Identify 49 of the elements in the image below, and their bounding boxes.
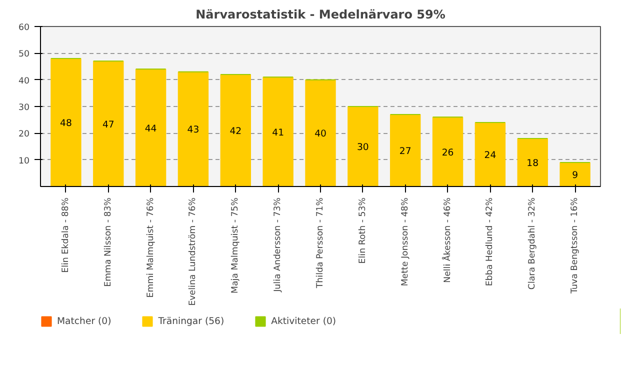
bar	[178, 71, 209, 186]
bar	[262, 76, 294, 186]
legend-label: Aktiviteter (0)	[271, 316, 336, 326]
legend-label: Träningar (56)	[158, 316, 224, 326]
legend-label: Matcher (0)	[57, 316, 112, 326]
data-label: 24	[484, 150, 496, 161]
x-tick-label: Ebba Hedlund - 42%	[485, 197, 496, 286]
x-tick-label: Elin Roth - 53%	[358, 198, 368, 264]
data-label: 30	[356, 142, 369, 153]
x-tick-label: Evelina Lundström - 76%	[188, 197, 198, 306]
bar	[135, 68, 166, 186]
y-tick-label: 60	[18, 23, 30, 33]
x-tick-label: Emma Nilsson - 83%	[103, 198, 114, 287]
x-tick-label: Clara Bergdahl - 32%	[528, 197, 538, 290]
data-label: 26	[442, 147, 454, 158]
y-tick-label: 20	[18, 130, 30, 140]
x-tick-label: Julia Andersson - 73%	[273, 197, 284, 293]
bar	[50, 58, 82, 186]
x-tick-label: Tuva Bengtsson - 16%	[570, 197, 580, 294]
bar	[348, 106, 378, 186]
x-tick-label: Elin Ekdala - 88%	[60, 198, 71, 273]
data-label: 27	[399, 146, 412, 157]
x-tick-label: Thilda Persson - 71%	[316, 197, 326, 290]
bar	[517, 138, 548, 186]
data-label: 18	[526, 158, 539, 169]
x-tick-label: Nelli Åkesson - 46%	[440, 197, 453, 283]
data-label: 42	[230, 126, 242, 137]
bar	[474, 122, 506, 186]
data-label: 48	[60, 118, 72, 129]
data-label: 44	[144, 123, 157, 134]
bar	[390, 114, 421, 186]
bar	[305, 79, 336, 186]
bar	[220, 74, 251, 186]
y-tick-label: 50	[18, 50, 30, 60]
y-tick-label: 40	[18, 76, 30, 86]
data-label: 43	[187, 124, 200, 136]
x-tick-label: Emmi Malmquist - 76%	[146, 197, 156, 298]
data-label: 41	[272, 127, 284, 138]
data-label: 40	[314, 128, 326, 140]
bar	[560, 162, 590, 186]
data-label: 9	[572, 170, 578, 181]
x-tick-label: Mette Jonsson - 48%	[400, 197, 410, 286]
y-tick-label: 30	[18, 103, 30, 113]
bar	[432, 116, 464, 186]
y-tick-label: 10	[18, 156, 30, 166]
x-tick-label: Maja Malmquist - 75%	[230, 197, 241, 294]
data-label: 47	[102, 119, 114, 130]
bar	[93, 60, 124, 186]
chart-title: Närvarostatistik - Medelnärvaro 59%	[196, 8, 446, 22]
